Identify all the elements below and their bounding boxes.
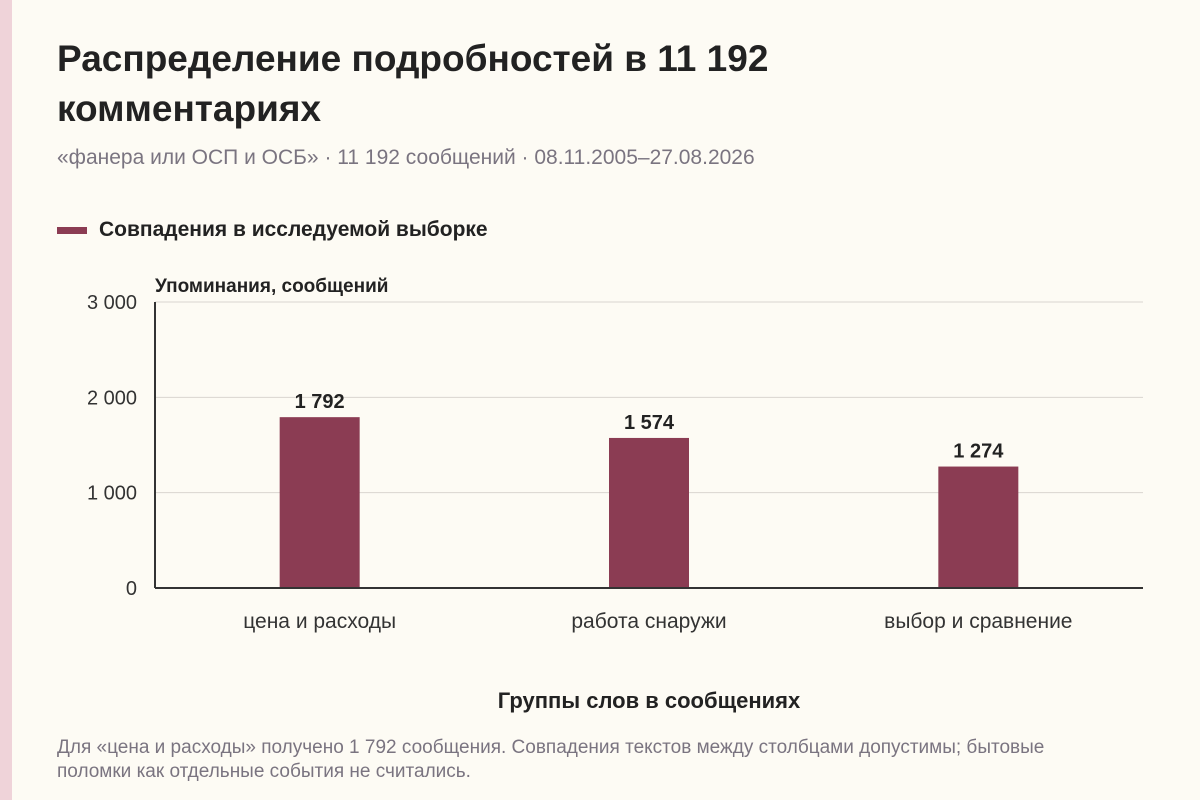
x-tick-label: работа снаружи — [571, 610, 726, 633]
y-tick-label: 0 — [126, 578, 137, 600]
y-tick-label: 2 000 — [87, 387, 137, 409]
bar — [279, 417, 360, 588]
x-axis-title: Группы слов в сообщениях — [498, 688, 801, 713]
y-tick-label: 1 000 — [87, 483, 137, 505]
x-axis-tick-labels: цена и расходы работа снаружи выбор и срав… — [243, 610, 1072, 633]
bar-value-labels: 1 792 1 574 1 274 — [295, 391, 1005, 462]
accent-strip — [0, 0, 12, 800]
y-tick-label: 3 000 — [87, 292, 137, 314]
legend: Совпадения в исследуемой выборке — [57, 218, 488, 242]
bar-value-label: 1 792 — [295, 391, 345, 413]
bar — [938, 466, 1019, 588]
bars — [279, 417, 1019, 588]
legend-swatch — [57, 226, 87, 234]
x-tick-label: цена и расходы — [243, 610, 396, 633]
bar-value-label: 1 574 — [624, 412, 675, 434]
footnote: Для «цена и расходы» получено 1 792 сооб… — [57, 737, 1045, 782]
chart-title: Распределение подробностей в 11 192 комм… — [57, 38, 769, 129]
bar-value-label: 1 274 — [953, 441, 1004, 463]
y-axis-tick-labels: 0 1 000 2 000 3 000 — [87, 292, 137, 600]
bar — [609, 437, 689, 588]
x-tick-label: выбор и сравнение — [884, 610, 1072, 633]
chart-subtitle: «фанера или ОСП и ОСБ» · 11 192 сообщени… — [57, 146, 755, 169]
y-axis-title: Упоминания, сообщений — [155, 276, 388, 297]
legend-label: Совпадения в исследуемой выборке — [99, 218, 488, 241]
